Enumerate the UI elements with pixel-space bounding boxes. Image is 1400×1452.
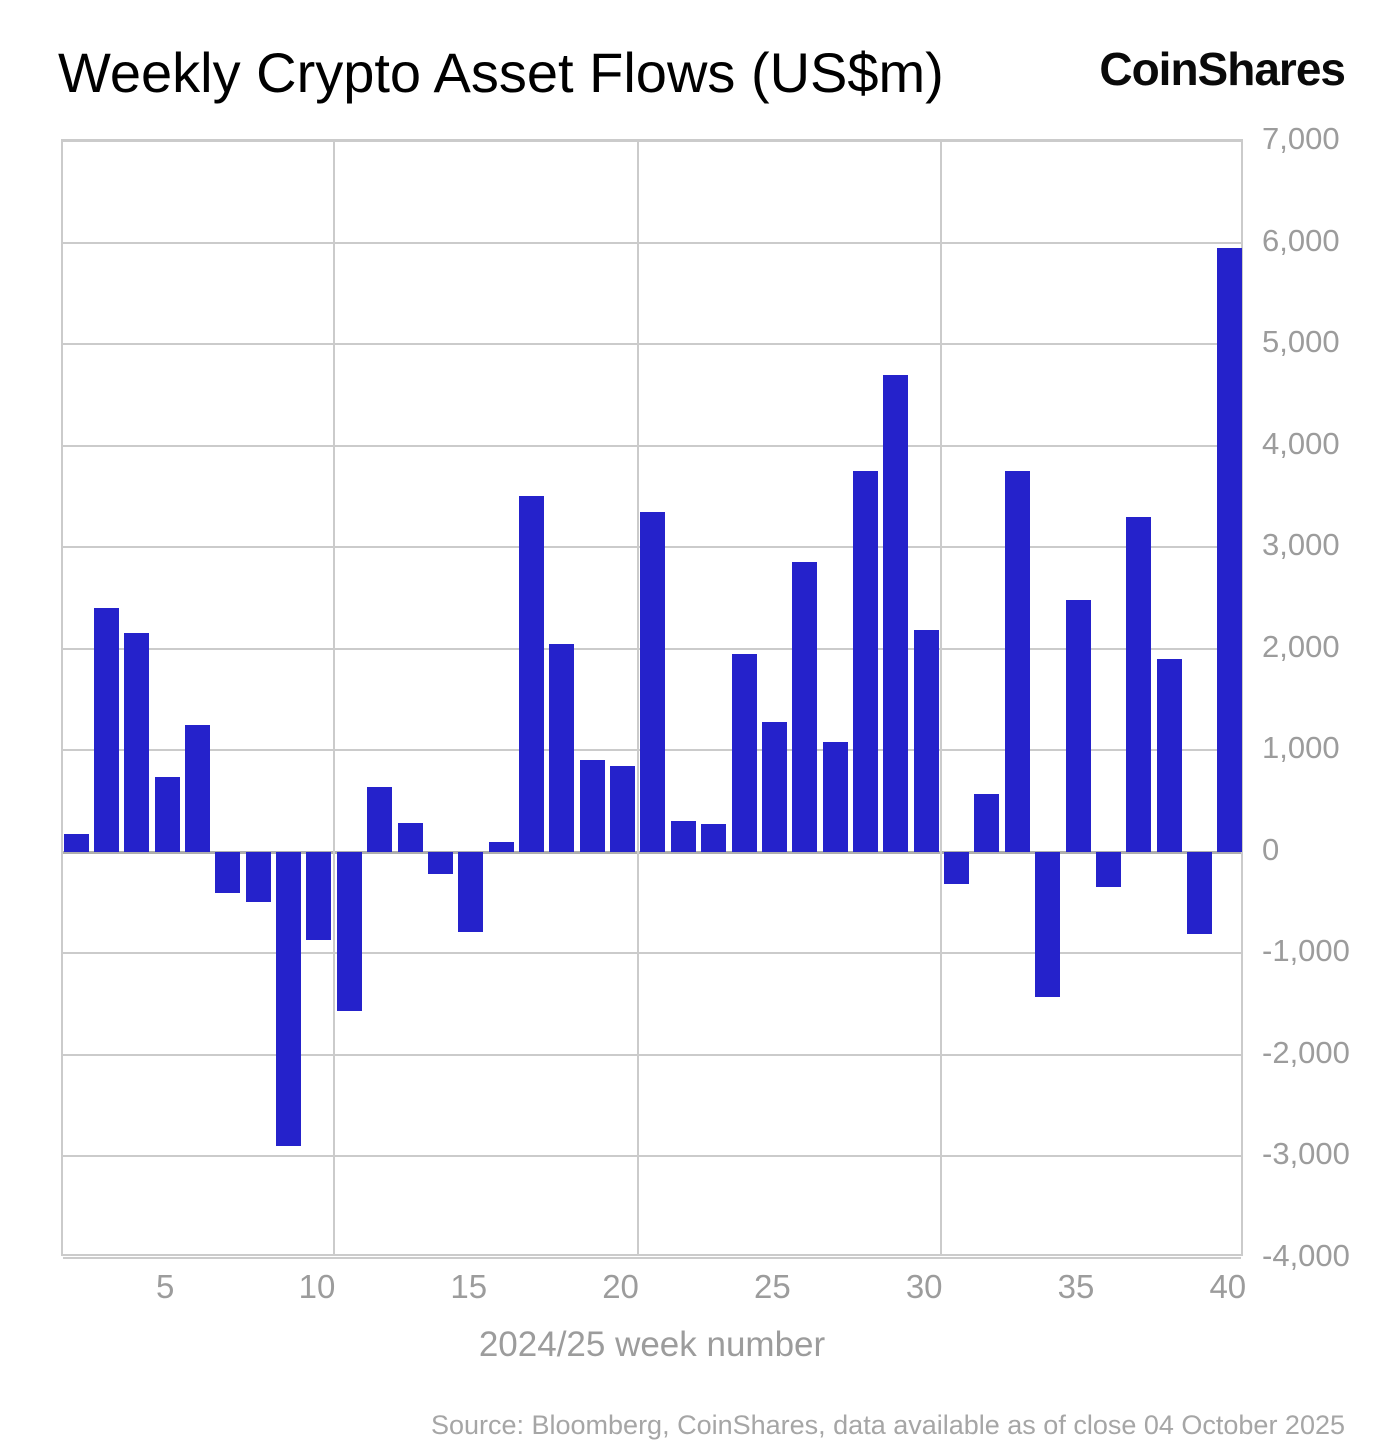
bar-week-29 <box>883 374 909 852</box>
y-tick-label: 4,000 <box>1262 425 1340 461</box>
y-tick-label: -4,000 <box>1262 1238 1350 1273</box>
bar-week-14 <box>427 851 453 875</box>
y-tick-label: 7,000 <box>1262 121 1340 156</box>
gridline-h <box>63 343 1241 346</box>
x-tick-label: 15 <box>450 1268 488 1305</box>
y-tick-label: -3,000 <box>1262 1136 1350 1172</box>
gridline-h <box>63 1053 1241 1056</box>
bar-week-35 <box>1065 599 1091 852</box>
bar-week-36 <box>1095 851 1121 888</box>
bar-week-20 <box>610 765 636 852</box>
bar-week-11 <box>336 851 362 1012</box>
x-tick-label: 40 <box>1209 1268 1247 1305</box>
y-tick-label: 2,000 <box>1262 628 1340 664</box>
bar-week-16 <box>488 841 514 852</box>
x-tick-label: 5 <box>155 1268 175 1305</box>
x-axis-title: 2024/25 week number <box>478 1325 826 1364</box>
bar-week-19 <box>579 760 605 852</box>
gridline-h <box>63 952 1241 955</box>
y-tick-label: 0 <box>1262 831 1280 867</box>
coinshares-logo: CoinShares <box>1099 43 1346 95</box>
bar-week-34 <box>1035 851 1061 998</box>
bar-week-6 <box>185 724 210 852</box>
y-tick-label: 3,000 <box>1262 527 1340 563</box>
y-tick-label: 1,000 <box>1262 730 1340 766</box>
bar-week-18 <box>549 643 575 852</box>
bar-week-7 <box>215 851 241 894</box>
bar-week-15 <box>458 851 484 933</box>
bar-week-28 <box>852 471 878 852</box>
source-note: Source: Bloomberg, CoinShares, data avai… <box>430 1410 1345 1440</box>
gridline-v <box>940 141 943 1254</box>
bar-week-17 <box>518 496 544 852</box>
bar-week-39 <box>1186 851 1212 935</box>
bar-week-9 <box>276 851 302 1147</box>
gridline-v <box>333 141 336 1254</box>
bar-week-31 <box>944 851 970 885</box>
bar-week-22 <box>670 821 696 852</box>
bar-week-30 <box>913 630 939 852</box>
bar-week-2 <box>63 833 89 852</box>
bar-week-5 <box>154 776 180 852</box>
x-tick-label: 25 <box>754 1268 791 1305</box>
plot-area <box>61 139 1243 1259</box>
bar-week-4 <box>124 633 150 852</box>
x-tick-label: 10 <box>298 1268 336 1305</box>
bar-week-38 <box>1156 658 1182 852</box>
y-tick-label: -1,000 <box>1262 933 1350 969</box>
gridline-h <box>63 1257 1241 1259</box>
gridline-h <box>63 1155 1241 1158</box>
gridline-h <box>63 140 1241 142</box>
gridline-h <box>63 444 1241 447</box>
chart-title: Weekly Crypto Asset Flows (US$m) <box>58 41 944 104</box>
y-tick-label: 5,000 <box>1262 324 1340 360</box>
bar-week-27 <box>822 742 848 852</box>
bar-week-24 <box>731 653 757 852</box>
bar-week-32 <box>974 793 1000 852</box>
y-tick-label: 6,000 <box>1262 222 1340 258</box>
y-tick-label: -2,000 <box>1262 1034 1350 1070</box>
zero-line <box>63 850 1241 854</box>
bar-week-12 <box>367 786 393 852</box>
bar-week-33 <box>1004 471 1030 852</box>
x-tick-label: 20 <box>602 1268 639 1305</box>
bar-week-21 <box>640 511 666 852</box>
bar-week-37 <box>1126 516 1152 852</box>
x-tick-label: 35 <box>1057 1268 1095 1305</box>
bar-week-3 <box>93 608 119 852</box>
bar-week-26 <box>792 562 818 852</box>
gridline-v <box>636 141 639 1254</box>
bar-week-25 <box>761 721 787 852</box>
bar-week-40 <box>1217 247 1243 852</box>
bar-week-8 <box>245 851 271 902</box>
x-tick-label: 30 <box>905 1268 943 1305</box>
gridline-h <box>63 241 1241 244</box>
bar-week-13 <box>397 823 423 852</box>
bar-week-23 <box>701 824 727 852</box>
bar-week-10 <box>306 851 332 941</box>
